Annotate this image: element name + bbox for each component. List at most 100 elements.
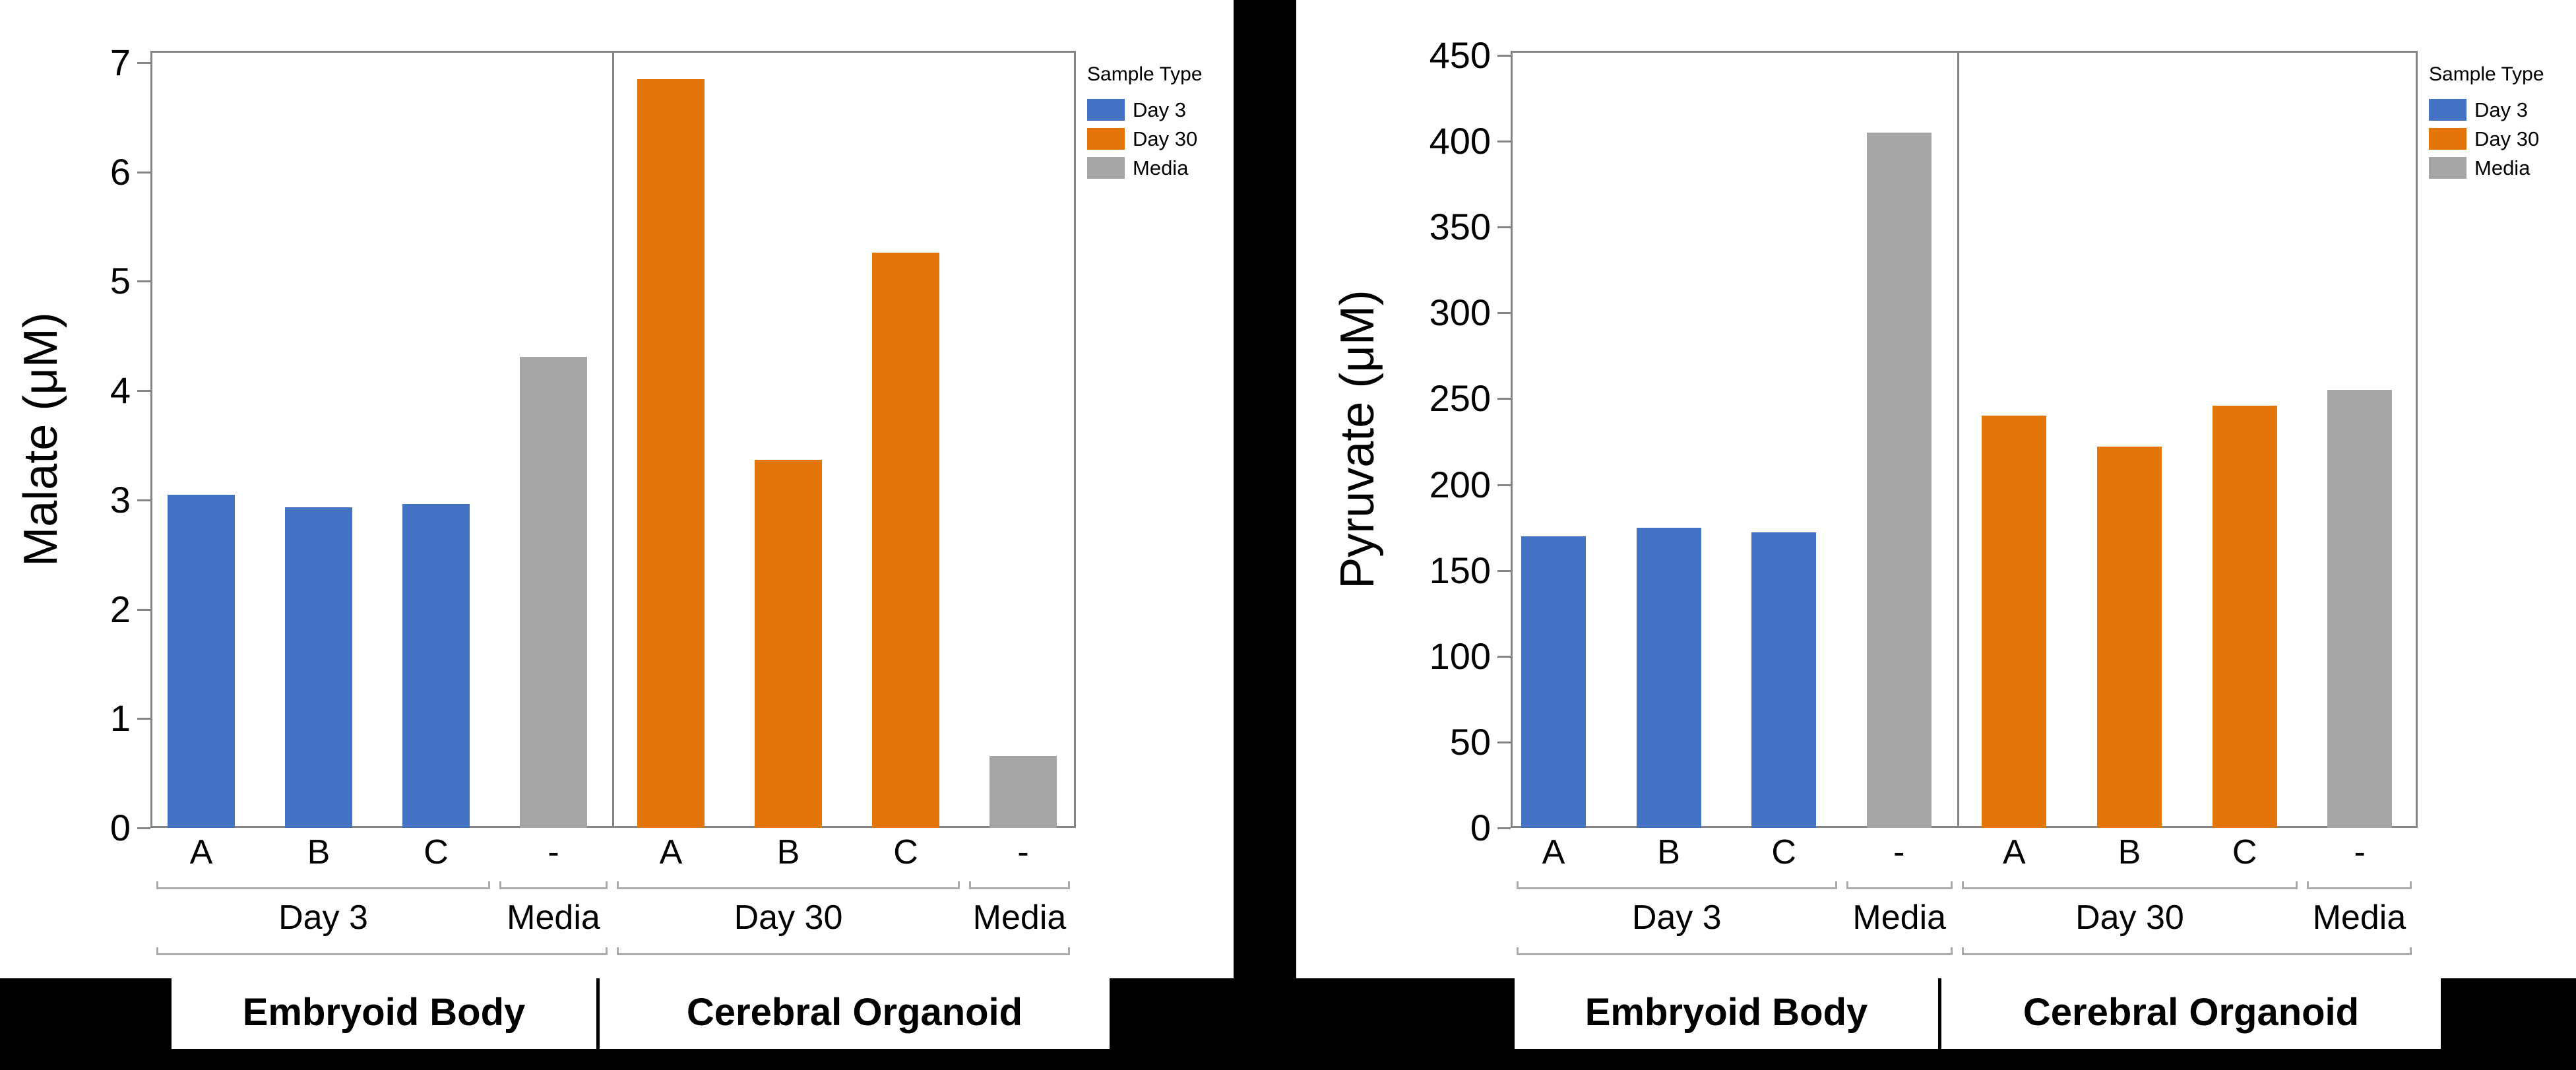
y-tick-mark [1497,398,1511,400]
bracket-end [499,881,501,889]
x-tick-label: B [307,833,330,871]
x-tick-label: A [189,833,213,871]
group-bracket [1846,881,1953,889]
x-tick-label: A [1542,833,1565,871]
group-bracket [499,881,608,889]
bracket-end [156,881,158,889]
group-label-media: Media [2312,898,2406,937]
y-tick-label: 4 [110,369,131,412]
x-tick-label: C [893,833,918,871]
y-tick-mark [137,827,150,829]
y-tick-mark [137,62,150,64]
x-tick-label: C [2232,833,2257,871]
x-tick-label: B [776,833,800,871]
x-tick-label: A [2003,833,2026,871]
pyruvate-bottom-divider [1938,978,1941,1049]
y-tick-mark [137,390,150,393]
legend-item-media: Media [1133,156,1189,179]
pyruvate-y-axis-title: Pyruvate (μM) [1331,290,1384,589]
y-tick-label: 200 [1429,463,1491,505]
group-label-media: Media [972,898,1067,937]
bracket-end [2409,881,2412,889]
bar-media-- [2327,390,2393,828]
bracket-end [2295,881,2298,889]
group-label-media: Media [507,898,600,937]
bar-day3-A [168,494,235,828]
group-bracket [2306,881,2412,889]
legend-title: Sample Type [2429,63,2544,85]
bracket-end [488,881,490,889]
legend-title: Sample Type [1087,63,1203,85]
group-label-media: Media [1852,898,1947,937]
y-tick-mark [1497,55,1511,57]
group-label-day3: Day 3 [1631,898,1722,937]
group-bracket [1517,881,1837,889]
bar-media-- [520,356,587,828]
bar-media-- [1866,133,1932,828]
bracket-end [617,947,619,955]
legend-item-day30: Day 30 [1133,127,1198,150]
bar-day30-C [2212,405,2277,828]
x-tick-label: - [548,833,559,871]
malate-bottom-divider [596,978,600,1049]
bar-day30-B [2097,447,2162,828]
y-tick-label: 0 [110,807,131,848]
group-bracket [617,881,960,889]
y-tick-mark [1497,484,1511,486]
y-tick-mark [1497,655,1511,658]
plot-group-separator [612,51,614,828]
bracket-end [156,947,158,955]
bracket-end [1068,881,1070,889]
x-tick-label: B [1657,833,1680,871]
bracket-end [958,881,960,889]
y-tick-label: 450 [1429,34,1491,76]
x-tick-label: - [1017,833,1029,871]
y-tick-mark [137,718,150,720]
bracket-end [1951,881,1953,889]
bracket-end [1068,947,1070,955]
bracket-end [606,881,608,889]
y-tick-label: 150 [1429,549,1491,591]
super-group-bracket [1962,947,2412,955]
bracket-end [1846,881,1848,889]
malate-embryoid-body-label: Embryoid Body [242,991,526,1034]
bar-day30-A [1982,416,2047,828]
y-tick-mark [137,608,150,611]
bracket-end [1962,947,1964,955]
day3-color-swatch [1087,99,1125,121]
y-tick-label: 50 [1449,720,1491,763]
bracket-end [969,881,971,889]
group-label-day30: Day 30 [734,898,843,937]
bracket-end [1962,881,1964,889]
day3-color-swatch [2429,99,2466,121]
bar-media-- [990,755,1057,828]
y-tick-label: 1 [110,697,131,740]
bracket-end [1517,947,1519,955]
legend-item-day30: Day 30 [2474,127,2540,150]
y-tick-label: 5 [110,260,131,302]
bar-day30-B [755,459,822,828]
x-tick-label: C [1771,833,1796,871]
group-bracket [1962,881,2298,889]
bracket-end [617,881,619,889]
pyruvate-embryoid-body-label: Embryoid Body [1585,991,1868,1034]
legend-item-day3: Day 3 [1133,98,1186,121]
y-tick-label: 0 [1470,807,1491,848]
super-group-bracket [1517,947,1953,955]
bar-day3-C [402,504,470,828]
y-tick-label: 3 [110,478,131,520]
y-tick-label: 250 [1429,377,1491,420]
bar-day30-C [872,253,939,828]
bracket-end [2410,947,2412,955]
plot-group-separator [1957,51,1959,828]
y-tick-mark [137,280,150,283]
y-tick-label: 300 [1429,292,1491,334]
y-tick-label: 6 [110,150,131,193]
bar-day30-A [637,79,705,828]
group-bracket [969,881,1070,889]
y-tick-mark [137,171,150,173]
x-tick-label: C [424,833,449,871]
bracket-end [1517,881,1519,889]
super-group-bracket [156,947,608,955]
y-tick-label: 7 [110,42,131,83]
